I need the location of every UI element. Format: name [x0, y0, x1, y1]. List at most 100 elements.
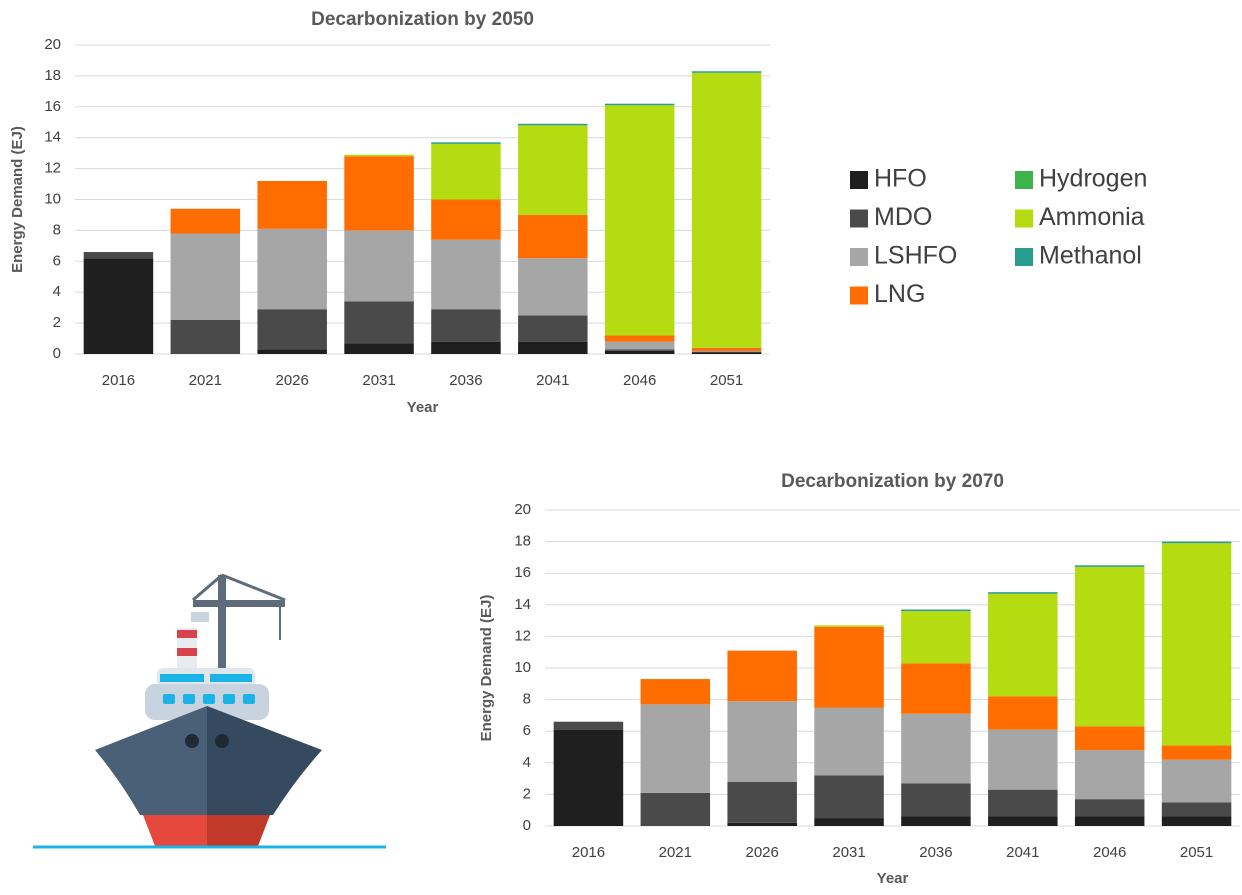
bar-segment — [901, 783, 971, 817]
bar-segment — [901, 713, 971, 784]
bar-segment — [988, 592, 1058, 594]
x-axis-label: Year — [877, 870, 909, 887]
x-tick-label: 2016 — [102, 372, 135, 389]
y-tick-label: 6 — [523, 722, 531, 739]
bar-segment — [604, 105, 675, 336]
bar-segment — [988, 789, 1058, 817]
bar-segment — [518, 123, 588, 126]
bar-segment — [518, 125, 588, 215]
x-tick-label: 2051 — [1180, 844, 1213, 861]
bar-segment — [901, 663, 971, 714]
bar-segment — [640, 704, 711, 793]
y-tick-label: 4 — [53, 283, 61, 300]
x-tick-label: 2016 — [572, 844, 605, 861]
y-tick-label: 2 — [523, 785, 531, 802]
legend-label: MDO — [874, 203, 932, 231]
y-axis-label: Energy Demand (EJ) — [9, 126, 26, 273]
bar-segment — [518, 315, 588, 342]
y-tick-label: 0 — [53, 345, 61, 362]
bar-segment — [988, 816, 1058, 826]
bar-segment — [431, 143, 501, 200]
y-tick-label: 8 — [523, 691, 531, 708]
bar-segment — [170, 208, 241, 234]
bar-segment — [604, 335, 675, 342]
y-tick-label: 6 — [53, 252, 61, 269]
bar-segment — [814, 625, 884, 627]
bar-segment — [1074, 726, 1145, 751]
bar-segment — [257, 349, 327, 354]
bar-segment — [344, 154, 414, 157]
x-tick-label: 2036 — [919, 844, 952, 861]
legend-swatch — [1015, 248, 1033, 266]
bar-segment — [691, 351, 762, 353]
legend-label: LSHFO — [874, 242, 957, 270]
bar-segment — [1074, 799, 1145, 817]
bar-segment — [518, 214, 588, 259]
bar-segment — [727, 781, 797, 823]
bar-segment — [604, 341, 675, 350]
legend-label: LNG — [874, 280, 925, 308]
y-tick-label: 14 — [44, 129, 61, 146]
bar-segment — [1161, 543, 1232, 746]
legend-swatch — [850, 209, 868, 228]
bar-segment — [901, 611, 971, 664]
x-axis-label: Year — [407, 399, 439, 416]
legend-label: Ammonia — [1039, 203, 1145, 231]
y-tick-label: 16 — [514, 564, 531, 581]
y-tick-label: 20 — [514, 501, 531, 518]
ship-illustration — [33, 573, 386, 849]
legend-label: Hydrogen — [1039, 165, 1147, 193]
bar-segment — [814, 818, 884, 826]
chart-title: Decarbonization by 2070 — [781, 471, 1004, 492]
bar-segment — [170, 233, 241, 321]
chart-title: Decarbonization by 2050 — [311, 9, 534, 30]
bar-segment — [727, 650, 797, 702]
bar-segment — [553, 721, 624, 730]
bar-segment — [518, 258, 588, 316]
bar-segment — [1161, 759, 1232, 803]
bar-segment — [988, 593, 1058, 697]
bar-segment — [257, 228, 327, 310]
y-axis-label: Energy Demand (EJ) — [478, 595, 495, 742]
x-tick-label: 2026 — [276, 372, 309, 389]
bar-segment — [814, 775, 884, 819]
y-tick-label: 10 — [44, 190, 61, 207]
bar-segment — [640, 792, 711, 826]
y-tick-label: 18 — [514, 533, 531, 550]
bar-segment — [1074, 566, 1145, 727]
bar-segment — [691, 347, 762, 351]
bar-segment — [431, 199, 501, 240]
legend-swatch — [850, 171, 868, 189]
y-tick-label: 12 — [514, 627, 531, 644]
x-tick-label: 2026 — [746, 844, 779, 861]
legend-swatch — [850, 286, 868, 305]
y-tick-label: 0 — [523, 817, 531, 834]
y-tick-label: 18 — [44, 67, 61, 84]
legend-swatch — [1015, 171, 1033, 189]
bar-segment — [727, 822, 797, 826]
bar-segment — [901, 816, 971, 826]
bar-segment — [170, 320, 241, 354]
y-tick-label: 8 — [53, 221, 61, 238]
bar-segment — [988, 696, 1058, 730]
bar-segment — [604, 350, 675, 354]
legend-label: Methanol — [1039, 242, 1142, 270]
bar-segment — [814, 707, 884, 776]
x-tick-label: 2031 — [362, 372, 395, 389]
bar-segment — [431, 341, 501, 354]
bar-segment — [640, 679, 711, 705]
y-tick-label: 12 — [44, 160, 61, 177]
x-tick-label: 2036 — [449, 372, 482, 389]
x-tick-label: 2021 — [189, 372, 222, 389]
legend-swatch — [850, 248, 868, 266]
bar-segment — [604, 103, 675, 106]
bar-segment — [691, 350, 762, 352]
y-tick-label: 4 — [523, 754, 531, 771]
bar-segment — [431, 309, 501, 342]
bar-segment — [1074, 750, 1145, 800]
bar-segment — [1074, 565, 1145, 567]
bar-segment — [83, 258, 154, 354]
bar-segment — [1074, 816, 1145, 826]
x-tick-label: 2031 — [832, 844, 865, 861]
